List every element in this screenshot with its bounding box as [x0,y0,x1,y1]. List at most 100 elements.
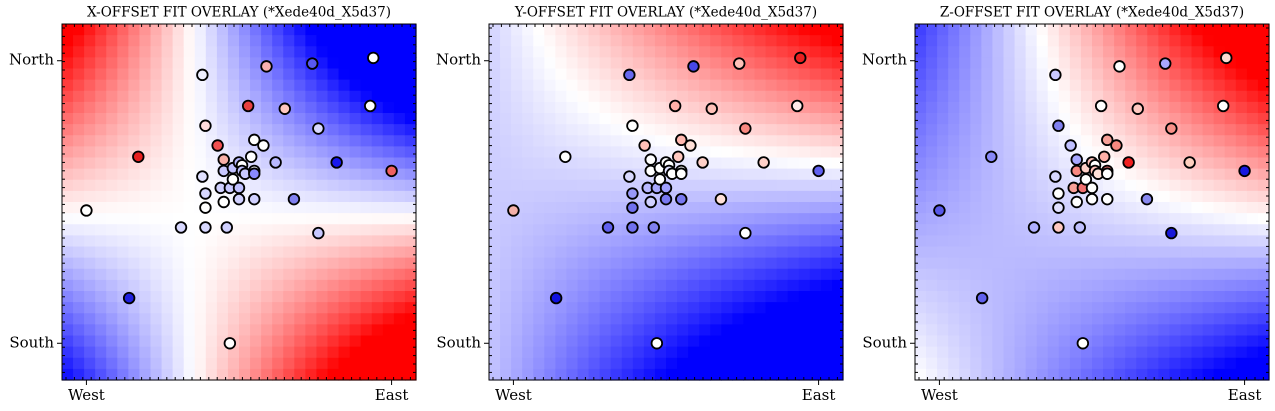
overlay-cell [250,35,262,47]
overlay-cell [150,291,163,303]
overlay-cell [926,168,938,181]
overlay-cell [654,357,667,370]
overlay-cell [128,179,141,192]
overlay-cell [765,246,778,259]
overlay-cell [732,368,745,381]
overlay-cell [1014,246,1027,259]
overlay-cell [1080,124,1093,136]
overlay-cell [382,257,395,270]
overlay-cell [489,213,501,225]
overlay-cell [404,168,417,181]
overlay-cell [577,268,590,281]
overlay-cell [62,46,74,58]
overlay-cell [216,24,229,36]
overlay-cell [139,157,152,170]
overlay-cell [84,57,96,70]
overlay-cell [371,291,384,303]
station-point [312,122,325,135]
overlay-cell [1213,146,1226,159]
overlay-cell [1191,190,1204,203]
overlay-cell [831,302,844,314]
overlay-cell [798,324,811,337]
overlay-cell [555,68,568,81]
overlay-cell [1036,190,1049,203]
overlay-cell [316,279,329,292]
overlay-cell [937,135,949,147]
overlay-cell [106,302,118,314]
overlay-cell [765,179,778,192]
overlay-cell [205,279,218,292]
overlay-cell [1158,190,1171,203]
overlay-cell [1025,268,1038,281]
overlay-cell [710,268,722,281]
overlay-cell [349,57,362,70]
overlay-cell [915,213,927,225]
overlay-cell [1047,291,1060,303]
station-point [675,192,688,206]
overlay-cell [1213,35,1226,47]
overlay-cell [959,124,971,136]
overlay-cell [948,324,960,337]
overlay-cell [294,357,306,370]
overlay-cell [205,302,218,314]
overlay-cell [1114,46,1126,58]
overlay-cell [382,135,395,147]
overlay-cell [1014,302,1027,314]
overlay-cell [327,279,340,292]
overlay-cell [183,224,196,236]
overlay-cell [688,68,700,81]
overlay-cell [261,113,273,125]
overlay-cell [666,90,678,103]
overlay-cell [283,202,295,214]
overlay-cell [743,357,756,370]
overlay-cell [1014,113,1027,125]
overlay-cell [73,35,85,47]
overlay-cell [1092,335,1104,348]
overlay-cell [84,168,96,181]
overlay-cell [809,46,822,58]
overlay-cell [588,313,601,325]
overlay-cell [566,257,579,270]
overlay-cell [511,246,523,259]
station-point [559,150,572,163]
overlay-cell [809,357,822,370]
overlay-cell [172,279,185,292]
overlay-cell [1069,368,1082,381]
overlay-cell [654,302,667,314]
overlay-cell [511,101,523,114]
overlay-cell [831,113,844,125]
overlay-cell [1191,57,1204,70]
overlay-cell [382,113,395,125]
overlay-cell [544,279,556,292]
overlay-cell [1036,268,1049,281]
overlay-cell [73,279,85,292]
overlay-cell [610,313,623,325]
overlay-cell [948,46,960,58]
station-point [1052,201,1065,214]
overlay-cell [610,224,623,236]
overlay-cell [283,357,295,370]
overlay-cell [404,190,417,203]
overlay-cell [183,268,196,281]
overlay-cell [1003,279,1016,292]
overlay-cell [393,257,406,270]
overlay-cell [522,368,534,381]
overlay-cell [511,190,523,203]
overlay-cell [1147,35,1159,47]
overlay-cell [382,313,395,325]
overlay-cell [106,146,118,159]
overlay-cell [721,135,733,147]
overlay-cell [555,190,568,203]
overlay-cell [62,346,74,359]
overlay-cell [106,46,118,58]
station-point [80,204,93,217]
overlay-cell [1257,179,1270,192]
overlay-cell [699,90,711,103]
overlay-cell [937,157,949,170]
overlay-cell [926,235,938,248]
overlay-cell [239,213,251,225]
overlay-cell [926,268,938,281]
overlay-cell [981,346,994,359]
overlay-cell [261,101,273,114]
overlay-cell [360,90,373,103]
